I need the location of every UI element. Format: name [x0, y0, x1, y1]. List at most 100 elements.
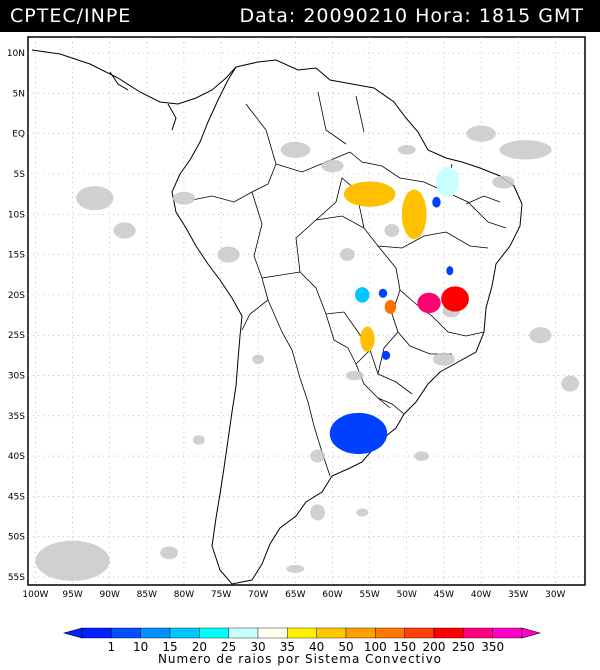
- legend-tick: 50: [338, 640, 353, 652]
- lat-label: 5N: [13, 89, 25, 99]
- lat-label: 10N: [7, 49, 25, 59]
- convective-system-parana: [360, 326, 375, 352]
- lat-label: 35S: [8, 412, 25, 422]
- lon-label: 55W: [359, 590, 379, 600]
- legend-tick: 250: [452, 640, 475, 652]
- map-frame: [27, 36, 586, 586]
- cloud-patch: [217, 246, 240, 263]
- cloud-patch: [113, 222, 136, 239]
- cloud-patch: [384, 223, 400, 237]
- lon-label: 40W: [471, 590, 491, 600]
- legend-tick: 15: [162, 640, 177, 652]
- cloud-patch: [286, 564, 305, 573]
- legend-swatch: [199, 627, 229, 639]
- legend-swatch: [228, 627, 259, 639]
- convective-systems: [329, 167, 469, 455]
- cloud-patch: [492, 175, 515, 189]
- convective-system-amazon-north: [343, 181, 396, 207]
- cloud-patch: [321, 159, 344, 173]
- cloud-patch: [192, 435, 205, 445]
- legend-swatch: [375, 627, 405, 639]
- legend-swatch: [492, 627, 523, 639]
- source-label: CPTEC/INPE: [10, 5, 132, 27]
- legend-swatch: [316, 627, 347, 639]
- south-america-outline: [171, 59, 523, 585]
- convective-system-santa-catarina: [381, 350, 391, 360]
- cloud-patch: [561, 375, 580, 392]
- cloud-patch: [397, 144, 416, 155]
- legend-tick: 200: [423, 640, 446, 652]
- color-legend: 1 10 15 20 25 30 35 40 50 100 150 200 250 350: [62, 627, 542, 652]
- legend-swatch: [140, 627, 171, 639]
- cloud-patch: [35, 540, 110, 581]
- convective-system-sao-paulo: [417, 292, 441, 314]
- legend-tick: 10: [133, 640, 148, 652]
- legend-arrow-right: [521, 627, 542, 639]
- legend-swatch: [404, 627, 435, 639]
- lon-label: 95W: [62, 590, 82, 600]
- legend-swatch: [433, 627, 464, 639]
- latitude-labels: 10N 5N EQ 5S 10S 15S 20S 25S 30S 35S 40S 45S 50S 55S: [7, 49, 25, 583]
- legend-swatch: [287, 627, 317, 639]
- convective-system-mato-grosso: [355, 287, 370, 303]
- convective-system-mato-grosso-sul: [378, 288, 388, 298]
- lightning-map: 10N5NEQ5S10S15S20S25S30S35S40S45S50S55S …: [7, 36, 586, 600]
- cloud-patch: [160, 546, 179, 560]
- cloud-patch: [529, 327, 552, 344]
- convective-system-goias: [384, 300, 397, 314]
- cloud-patch: [499, 140, 552, 160]
- convective-system-uruguay-plata: [329, 412, 388, 455]
- lat-label: 20S: [8, 291, 25, 301]
- cloud-patch: [414, 451, 430, 461]
- convective-system-bahia-small: [432, 196, 441, 208]
- lat-label: 5S: [14, 170, 26, 180]
- convective-system-minas-gerais: [441, 286, 469, 312]
- legend-tick: 100: [364, 640, 387, 652]
- lat-label: 40S: [8, 452, 25, 462]
- cloud-patch: [252, 354, 265, 365]
- lon-label: 100W: [22, 590, 48, 600]
- country-borders: [191, 91, 507, 477]
- convective-system-espirito-santo: [446, 266, 454, 276]
- timestamp-label: Data: 20090210 Hora: 1815 GMT: [239, 5, 584, 27]
- cloud-patch: [466, 125, 496, 142]
- lon-label: 75W: [211, 590, 231, 600]
- cloud-patch: [345, 370, 364, 381]
- lon-label: 45W: [434, 590, 454, 600]
- lat-label: 25S: [8, 331, 25, 341]
- legend-tick: 1: [108, 640, 116, 652]
- cloud-patch: [310, 504, 326, 521]
- lat-label: 30S: [8, 371, 25, 381]
- legend-tick: 40: [309, 640, 324, 652]
- lat-label: 55S: [8, 573, 25, 583]
- lon-label: 70W: [248, 590, 268, 600]
- legend-tick: 350: [481, 640, 504, 652]
- lat-label: 15S: [8, 251, 25, 261]
- cloud-patch: [280, 141, 311, 158]
- legend-swatch: [81, 627, 112, 639]
- cloud-patch: [432, 352, 456, 366]
- legend-tick: 25: [221, 640, 236, 652]
- lat-label: EQ: [12, 130, 25, 140]
- lon-label: 50W: [397, 590, 417, 600]
- legend-swatch: [257, 627, 288, 639]
- convective-system-amazon-east: [401, 189, 427, 239]
- map-header: CPTEC/INPE Data: 20090210 Hora: 1815 GMT: [0, 0, 600, 32]
- central-america-outline: [31, 49, 237, 131]
- cloud-patch: [76, 186, 114, 211]
- legend-swatch: [345, 627, 376, 639]
- lon-label: 35W: [508, 590, 528, 600]
- lon-label: 80W: [174, 590, 194, 600]
- cloud-patch: [339, 248, 355, 262]
- lat-label: 50S: [8, 533, 25, 543]
- lon-label: 90W: [100, 590, 120, 600]
- legend-title: Numero de raios por Sistema Convectivo: [157, 652, 443, 666]
- lon-label: 30W: [545, 590, 565, 600]
- convective-system-piaui: [435, 167, 460, 198]
- lon-label: 85W: [137, 590, 157, 600]
- cloud-patch: [310, 449, 326, 463]
- lon-label: 60W: [322, 590, 342, 600]
- lon-label: 65W: [285, 590, 305, 600]
- legend-tick: 35: [280, 640, 295, 652]
- legend-swatch: [463, 627, 493, 639]
